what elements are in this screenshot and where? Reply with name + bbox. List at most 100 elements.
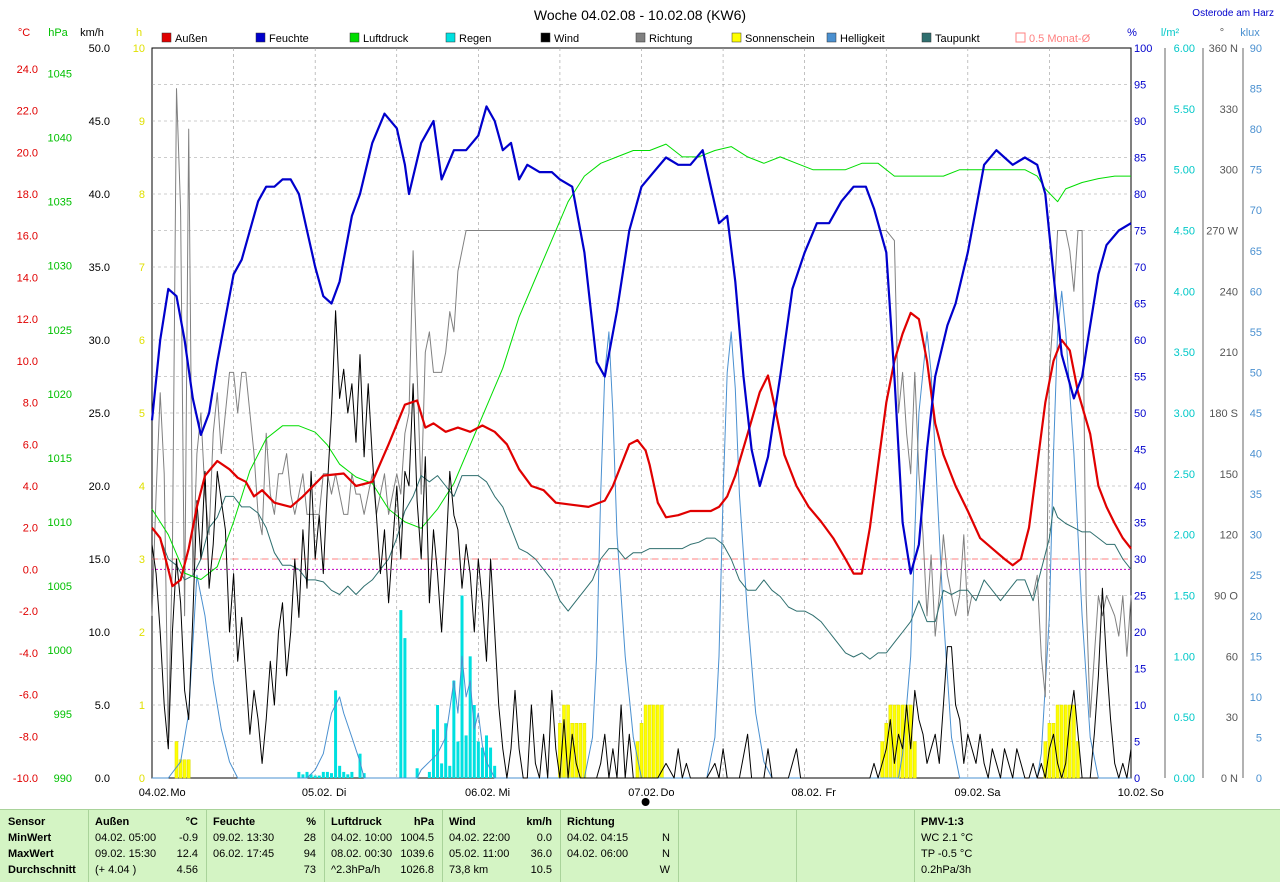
tick-label-lm2: 5.50 (1174, 104, 1195, 116)
richtung-max-time: 04.02. 06:00 (567, 848, 629, 860)
wind-min-value: 0.0 (536, 832, 552, 844)
sunshine-bar (182, 759, 187, 779)
tick-label-klux: 40 (1250, 449, 1262, 461)
tick-label-kmh: 35.0 (89, 262, 110, 274)
tick-label-h: 2 (139, 627, 145, 639)
tick-label-pct: 45 (1134, 445, 1146, 457)
tick-label-lm2: 2.50 (1174, 469, 1195, 481)
rain-bar (301, 774, 305, 778)
col-wind: Wind km/h 04.02. 22:00 0.0 05.02. 11:00 … (442, 810, 560, 882)
tick-label-pct: 10 (1134, 700, 1146, 712)
tick-label-h: 6 (139, 335, 145, 347)
wind-distance: 73,8 km (449, 864, 489, 876)
chart-title: Woche 04.02.08 - 10.02.08 (KW6) (534, 7, 746, 23)
tick-label-pct: 20 (1134, 627, 1146, 639)
tick-label-klux: 10 (1250, 692, 1262, 704)
tick-label-klux: 0 (1256, 773, 1262, 785)
legend-swatch (540, 32, 551, 43)
tick-label-kmh: 0.0 (95, 773, 110, 785)
tick-label-lm2: 0.50 (1174, 712, 1195, 724)
legend-swatch (349, 32, 360, 43)
rain-bar (489, 747, 493, 778)
tick-label-temp: 10.0 (17, 356, 38, 368)
luftdruck-max-time: 08.02. 00:30 (331, 848, 393, 860)
series-line-wind (151, 310, 1132, 779)
axis-unit-kmh: km/h (80, 27, 104, 39)
rain-bar (436, 705, 440, 778)
sunshine-bar (656, 704, 660, 779)
location-label: Osterode am Harz (1192, 8, 1274, 19)
rain-bar (456, 741, 460, 778)
rain-bar (415, 768, 419, 778)
rain-bar (480, 747, 484, 778)
tick-label-lm2: 5.00 (1174, 165, 1195, 177)
tick-label-temp: -2.0 (19, 606, 38, 618)
legend-swatch (826, 32, 837, 43)
sunshine-bar (1068, 704, 1072, 779)
tick-label-pct: 65 (1134, 299, 1146, 311)
legend-label: Außen (175, 33, 207, 45)
tick-label-dir: 90 O (1214, 591, 1238, 603)
sunshine-bar (913, 741, 917, 779)
tick-label-klux: 75 (1250, 165, 1262, 177)
sunshine-bar (647, 704, 652, 779)
x-tick-date: 06.02. (465, 787, 496, 799)
feuchte-min-value: 28 (303, 832, 316, 844)
feuchte-max-time: 06.02. 17:45 (213, 848, 275, 860)
tick-label-lm2: 4.50 (1174, 226, 1195, 238)
legend-label: Richtung (649, 33, 692, 45)
legend-swatch (731, 32, 742, 43)
tick-label-klux: 70 (1250, 205, 1262, 217)
rain-bar (329, 773, 333, 778)
luftdruck-min-time: 04.02. 10:00 (331, 832, 393, 844)
x-tick-date: 09.02. (955, 787, 986, 799)
tick-label-hpa: 1025 (48, 325, 72, 337)
x-tick-day: Di (336, 787, 346, 799)
rain-bar (403, 638, 407, 778)
sunshine-bar (888, 704, 893, 779)
wind-max-time: 05.02. 11:00 (449, 848, 510, 860)
legend-label: 0.5 Monat-Ø (1029, 33, 1091, 45)
legend-label: Regen (459, 33, 491, 45)
legend-swatch (1015, 32, 1026, 43)
col-sensor: Sensor MinWert MaxWert Durchschnitt (0, 810, 88, 882)
rain-bar (362, 773, 366, 778)
sunshine-bar (660, 704, 664, 779)
tick-label-temp: 20.0 (17, 147, 38, 159)
rain-bar (313, 775, 317, 778)
rain-bar (325, 771, 329, 778)
tick-label-kmh: 25.0 (89, 408, 110, 420)
tick-label-kmh: 45.0 (89, 116, 110, 128)
tick-label-pct: 5 (1134, 737, 1140, 749)
tick-label-klux: 35 (1250, 489, 1262, 501)
sunshine-bar (643, 704, 648, 779)
axis-unit-hpa: hPa (48, 27, 68, 39)
tick-label-hpa: 1015 (48, 453, 72, 465)
rain-bar (350, 771, 354, 778)
tick-label-temp: 14.0 (17, 272, 38, 284)
tick-label-dir: 240 (1220, 286, 1238, 298)
tick-label-pct: 70 (1134, 262, 1146, 274)
rain-bar (399, 610, 403, 778)
tick-label-h: 1 (139, 700, 145, 712)
tick-label-temp: 0.0 (23, 564, 38, 576)
legend-label: Taupunkt (935, 33, 980, 45)
luftdruck-min-value: 1004.5 (400, 832, 434, 844)
rain-bar (484, 735, 488, 778)
sunshine-bar (651, 704, 656, 779)
rain-bar (440, 763, 444, 778)
tick-label-lm2: 0.00 (1174, 773, 1195, 785)
legend-swatch (635, 32, 646, 43)
legend-swatch (921, 32, 932, 43)
col-empty-2 (796, 810, 914, 882)
now-marker (641, 798, 650, 806)
tick-label-h: 0 (139, 773, 145, 785)
series-line-richtung (151, 88, 1132, 738)
tick-label-klux: 60 (1250, 286, 1262, 298)
feuchte-min-time: 09.02. 13:30 (213, 832, 275, 844)
tick-label-kmh: 10.0 (89, 627, 110, 639)
tick-label-h: 5 (139, 408, 145, 420)
tick-label-dir: 180 S (1209, 408, 1238, 420)
tick-label-h: 4 (139, 481, 145, 493)
rain-bar (317, 775, 321, 778)
